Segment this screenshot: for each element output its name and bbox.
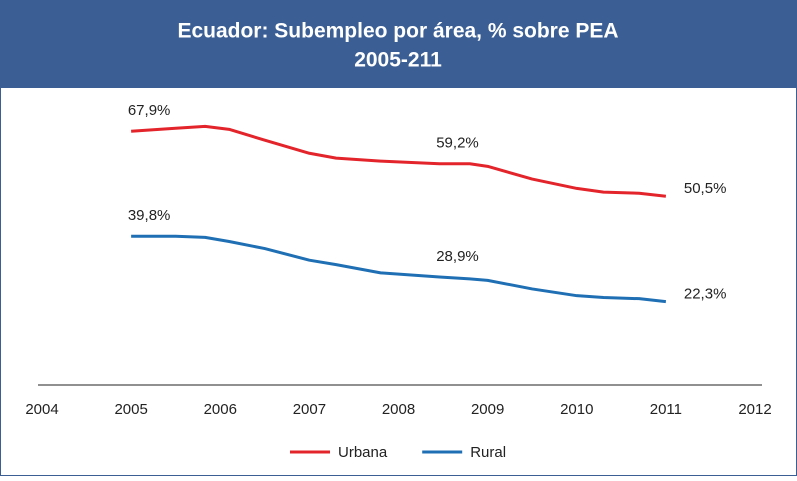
line bbox=[131, 234, 667, 304]
x-tick-label: 2011 bbox=[650, 401, 682, 418]
legend-label: Rural bbox=[470, 444, 506, 461]
x-tick-label: 2004 bbox=[25, 401, 58, 418]
x-tick-label: 2010 bbox=[560, 401, 593, 418]
data-label: 39,8% bbox=[128, 207, 171, 224]
x-tick-label: 2012 bbox=[738, 401, 771, 418]
x-tick-label: 2005 bbox=[114, 401, 147, 418]
header bbox=[0, 0, 797, 88]
data-label: 50,5% bbox=[684, 180, 727, 197]
chart-subtitle: 2005-211 bbox=[354, 49, 442, 72]
data-label: 59,2% bbox=[436, 135, 479, 152]
data-label: 67,9% bbox=[128, 102, 171, 119]
data-label: 28,9% bbox=[436, 248, 479, 265]
x-tick-label: 2008 bbox=[382, 401, 415, 418]
chart-title: Ecuador: Subempleo por área, % sobre PEA bbox=[177, 20, 618, 43]
line bbox=[131, 124, 667, 198]
x-tick-label: 2007 bbox=[293, 401, 326, 418]
data-label: 22,3% bbox=[684, 286, 727, 303]
x-tick-label: 2009 bbox=[471, 401, 504, 418]
legend-label: Urbana bbox=[338, 444, 388, 461]
x-tick-label: 2006 bbox=[204, 401, 237, 418]
